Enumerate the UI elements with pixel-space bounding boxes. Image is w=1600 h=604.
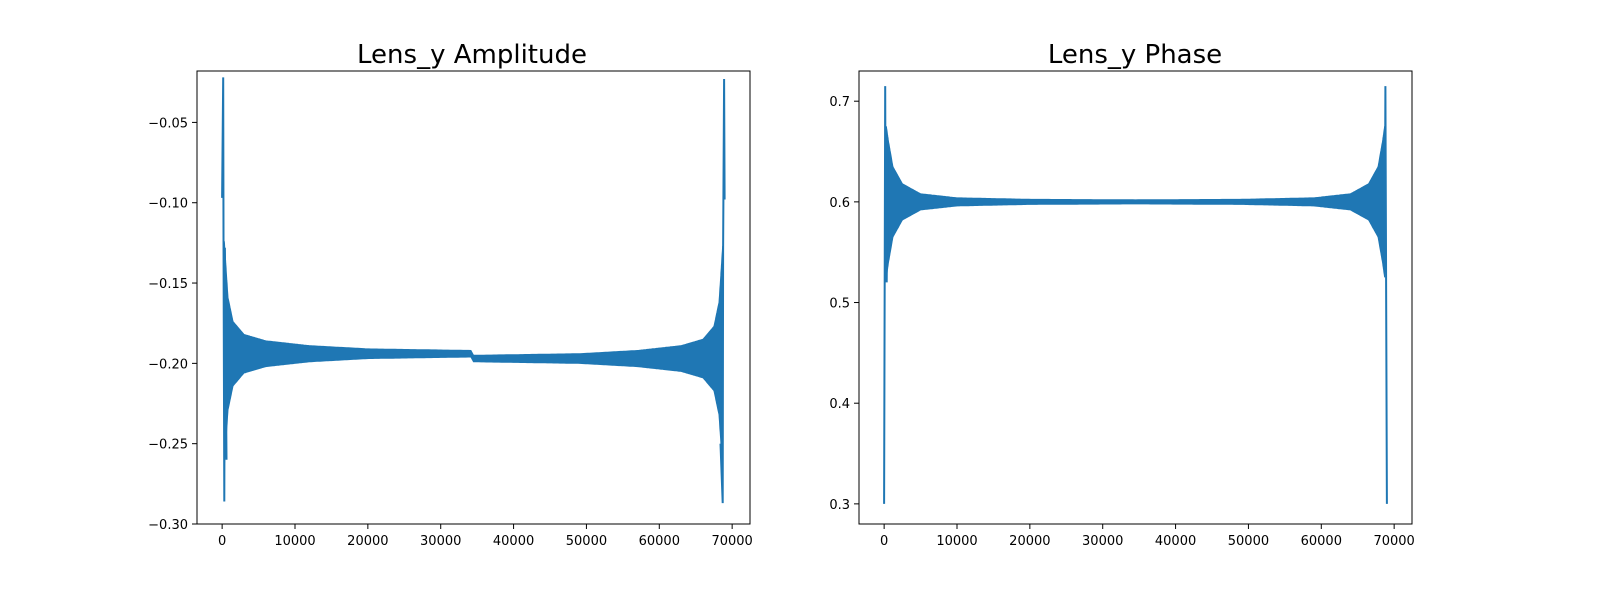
amplitude-axes-frame [196, 70, 751, 525]
phase-y-tick-label: 0.3 [829, 498, 850, 513]
phase-x-tick-label: 20000 [1009, 534, 1050, 549]
amplitude-x-tick-label: 60000 [639, 534, 680, 549]
amplitude-x-tick-label: 50000 [566, 534, 607, 549]
phase-axes-frame [858, 70, 1413, 525]
amplitude-x-tick-label: 40000 [493, 534, 534, 549]
phase-x-tick-label: 30000 [1082, 534, 1123, 549]
phase-chart: Lens_y Phase 0 10000 20000 30000 40000 50000 6… [829, 40, 1415, 549]
amplitude-x-tick-label: 0 [218, 534, 226, 549]
phase-x-tick-label: 60000 [1301, 534, 1342, 549]
phase-edge-spike-left [883, 86, 889, 504]
amplitude-x-tick-label: 70000 [711, 534, 752, 549]
amplitude-plot-area: 0 10000 20000 30000 40000 50000 60000 70000 −0.3… [148, 70, 753, 549]
amplitude-x-tick-label: 30000 [420, 534, 461, 549]
amplitude-y-tick-label: −0.25 [148, 438, 188, 453]
amplitude-x-tick-label: 20000 [347, 534, 388, 549]
phase-y-tick-label: 0.4 [829, 397, 850, 412]
amplitude-chart-title: Lens_y Amplitude [357, 40, 587, 70]
amplitude-edge-spike-left [221, 77, 228, 502]
amplitude-edge-spike-right [719, 78, 726, 504]
amplitude-x-tick-label: 10000 [274, 534, 315, 549]
amplitude-y-tick-label: −0.30 [148, 518, 188, 533]
amplitude-y-tick-label: −0.20 [148, 357, 188, 372]
phase-series-band [885, 126, 1386, 278]
amplitude-y-tick-label: −0.05 [148, 116, 188, 131]
phase-chart-title: Lens_y Phase [1048, 40, 1222, 70]
phase-y-tick-label: 0.7 [829, 95, 850, 110]
amplitude-chart: Lens_y Amplitude 0 10000 20000 30000 40000 50… [148, 40, 753, 549]
phase-plot-area: 0 10000 20000 30000 40000 50000 60000 70000 0.3 0… [829, 70, 1415, 549]
phase-y-tick-label: 0.6 [829, 196, 850, 211]
amplitude-y-tick-label: −0.15 [148, 277, 188, 292]
phase-x-tick-label: 70000 [1373, 534, 1414, 549]
phase-x-tick-label: 0 [880, 534, 888, 549]
phase-edge-spike-right [1382, 86, 1388, 504]
phase-x-tick-label: 10000 [936, 534, 977, 549]
phase-x-tick-label: 40000 [1155, 534, 1196, 549]
phase-y-tick-label: 0.5 [829, 297, 850, 312]
amplitude-y-tick-label: −0.10 [148, 197, 188, 212]
phase-x-tick-label: 50000 [1228, 534, 1269, 549]
